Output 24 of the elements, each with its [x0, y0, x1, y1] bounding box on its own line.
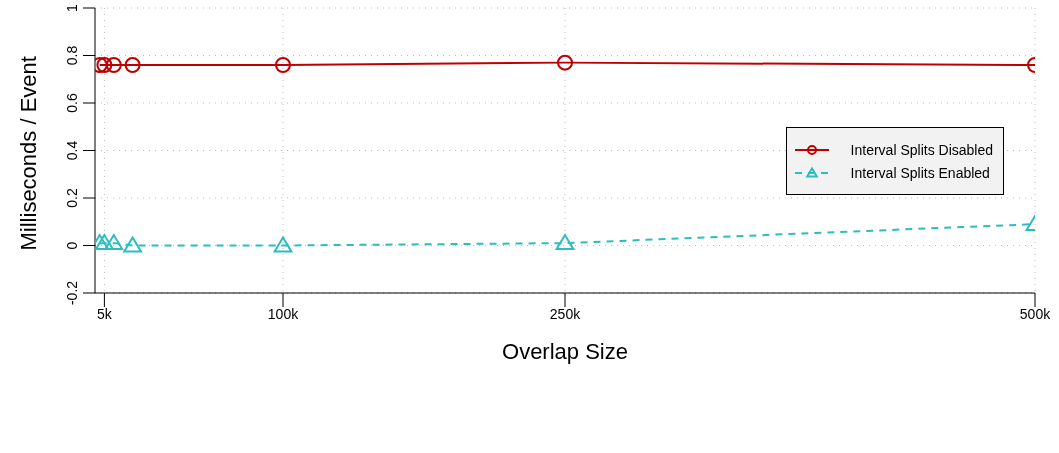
y-tick-label: 0.8	[64, 45, 80, 66]
point	[275, 57, 291, 73]
point	[557, 54, 573, 71]
y-tick-label: 0.6	[64, 93, 80, 113]
x-tick-label: 5k	[97, 305, 113, 322]
point	[273, 236, 293, 253]
point	[123, 236, 142, 253]
point	[96, 57, 113, 73]
point	[124, 57, 141, 73]
x-tick-label: 500k	[1019, 305, 1052, 322]
y-tick-label: -0.2	[64, 280, 80, 306]
legend-label: Interval Splits Disabled	[850, 141, 993, 158]
point	[555, 234, 575, 251]
point	[105, 57, 122, 73]
y-tick-label: 0.4	[64, 140, 80, 161]
x-tick-label: 100k	[267, 305, 300, 322]
y-tick-label: 0	[64, 241, 80, 250]
y-axis-title: Milliseconds / Event	[15, 56, 41, 251]
x-axis-title: Overlap Size	[502, 339, 628, 364]
point	[104, 234, 124, 251]
y-tick-label: 0.2	[64, 188, 80, 208]
x-tick-label: 250k	[549, 305, 582, 322]
y-tick-label: 1	[64, 3, 80, 12]
legend-label: Interval Splits Enabled	[850, 164, 990, 181]
